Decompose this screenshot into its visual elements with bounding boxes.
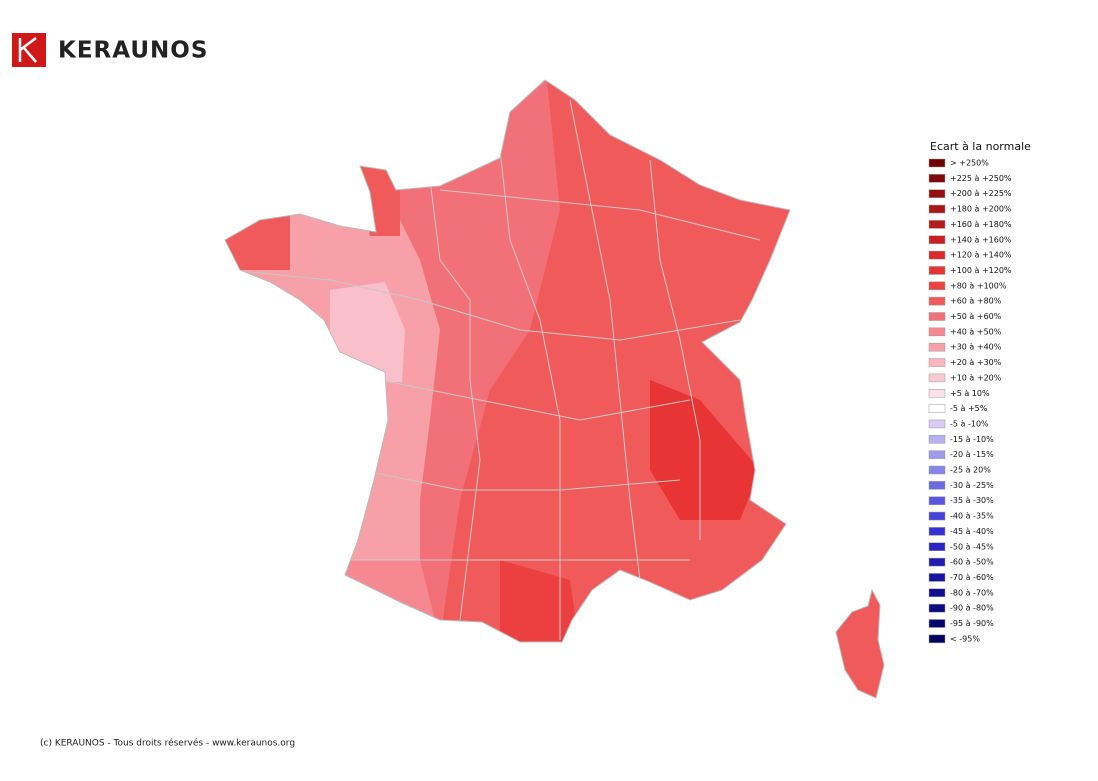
region-fill <box>225 200 290 270</box>
legend-swatch <box>928 435 946 444</box>
legend-swatch <box>928 557 946 567</box>
legend-label: -30 à -25% <box>950 481 994 490</box>
region-fill <box>356 150 400 236</box>
legend-label: +120 à +140% <box>950 251 1012 260</box>
legend-label: +160 à +180% <box>950 220 1012 229</box>
legend-swatch <box>928 496 946 505</box>
legend-label: +50 à +60% <box>950 312 1002 321</box>
legend-label: -5 à +5% <box>950 404 988 413</box>
legend-swatch <box>928 404 946 413</box>
legend-title: Ecart à la normale <box>930 140 1031 153</box>
legend-swatch <box>928 573 946 582</box>
legend-swatch <box>928 619 946 628</box>
legend-label: -15 à -10% <box>950 435 994 444</box>
legend-label: -35 à -30% <box>950 496 994 505</box>
corsica <box>835 588 885 699</box>
legend-label: +30 à +40% <box>950 343 1002 352</box>
legend-label: -95 à -90% <box>950 619 994 628</box>
legend-label: +140 à +160% <box>950 235 1012 244</box>
legend-label: +225 à +250% <box>950 174 1012 183</box>
legend-swatch <box>928 511 946 521</box>
logo: KERAUNOS <box>12 33 208 67</box>
legend-label: +40 à +50% <box>950 327 1002 336</box>
legend-label: -70 à -60% <box>950 573 994 582</box>
legend-swatch <box>928 527 946 536</box>
legend-swatch <box>928 235 946 244</box>
legend-swatch <box>928 481 946 490</box>
logo-glyph <box>18 37 37 63</box>
legend-label: -40 à -35% <box>950 512 994 521</box>
legend-swatch <box>928 358 946 367</box>
legend-swatch <box>928 450 946 459</box>
department-borders <box>229 99 761 640</box>
legend-label: -20 à -15% <box>950 450 994 459</box>
legend-swatch <box>928 312 946 321</box>
legend-swatch <box>928 174 946 183</box>
legend-swatch <box>928 250 946 260</box>
legend-label: -60 à -50% <box>950 558 994 567</box>
legend-label: -25 à 20% <box>950 466 991 475</box>
brand: KERAUNOS <box>58 38 208 64</box>
legend-swatch <box>928 465 946 475</box>
legend-label: -5 à -10% <box>950 419 989 428</box>
legend-swatch <box>928 281 946 291</box>
legend-label: +5 à 10% <box>950 389 990 398</box>
legend-swatch <box>928 327 946 337</box>
legend-label: -80 à -70% <box>950 588 994 597</box>
logo-mark <box>12 33 46 67</box>
legend-label: -90 à -80% <box>950 604 994 613</box>
legend-label: < -95% <box>950 634 980 643</box>
legend-swatch <box>928 603 946 613</box>
legend-swatch <box>928 634 946 644</box>
legend-label: +200 à +225% <box>950 189 1012 198</box>
legend-label: -50 à -45% <box>950 542 994 551</box>
legend-swatch <box>928 204 946 214</box>
legend-label: +10 à +20% <box>950 373 1002 382</box>
legend-label: +80 à +100% <box>950 281 1007 290</box>
legend-swatch <box>928 419 946 429</box>
legend-label: +180 à +200% <box>950 205 1012 214</box>
region-fill <box>650 380 760 520</box>
legend-label: +60 à +80% <box>950 297 1002 306</box>
legend-swatch <box>928 542 946 551</box>
region-fill <box>225 560 440 642</box>
legend-swatch <box>928 158 946 168</box>
legend-swatch <box>928 373 946 383</box>
legend-swatch <box>928 389 946 398</box>
legend-swatch <box>928 588 946 598</box>
france-outline <box>224 79 791 643</box>
legend-swatch <box>928 296 946 306</box>
footer: (c) KERAUNOS - Tous droits réservés - ww… <box>40 738 295 749</box>
legend-swatch <box>928 342 946 352</box>
map-france <box>225 80 790 642</box>
legend-swatch <box>928 266 946 275</box>
legend: Ecart à la normale > +250% +225 à +250% +2… <box>928 140 1031 644</box>
legend-swatch <box>928 220 946 229</box>
legend-label: +100 à +120% <box>950 266 1012 275</box>
legend-swatch <box>928 189 946 198</box>
legend-label: +20 à +30% <box>950 358 1002 367</box>
legend-label: -45 à -40% <box>950 527 994 536</box>
legend-label: > +250% <box>950 159 989 168</box>
